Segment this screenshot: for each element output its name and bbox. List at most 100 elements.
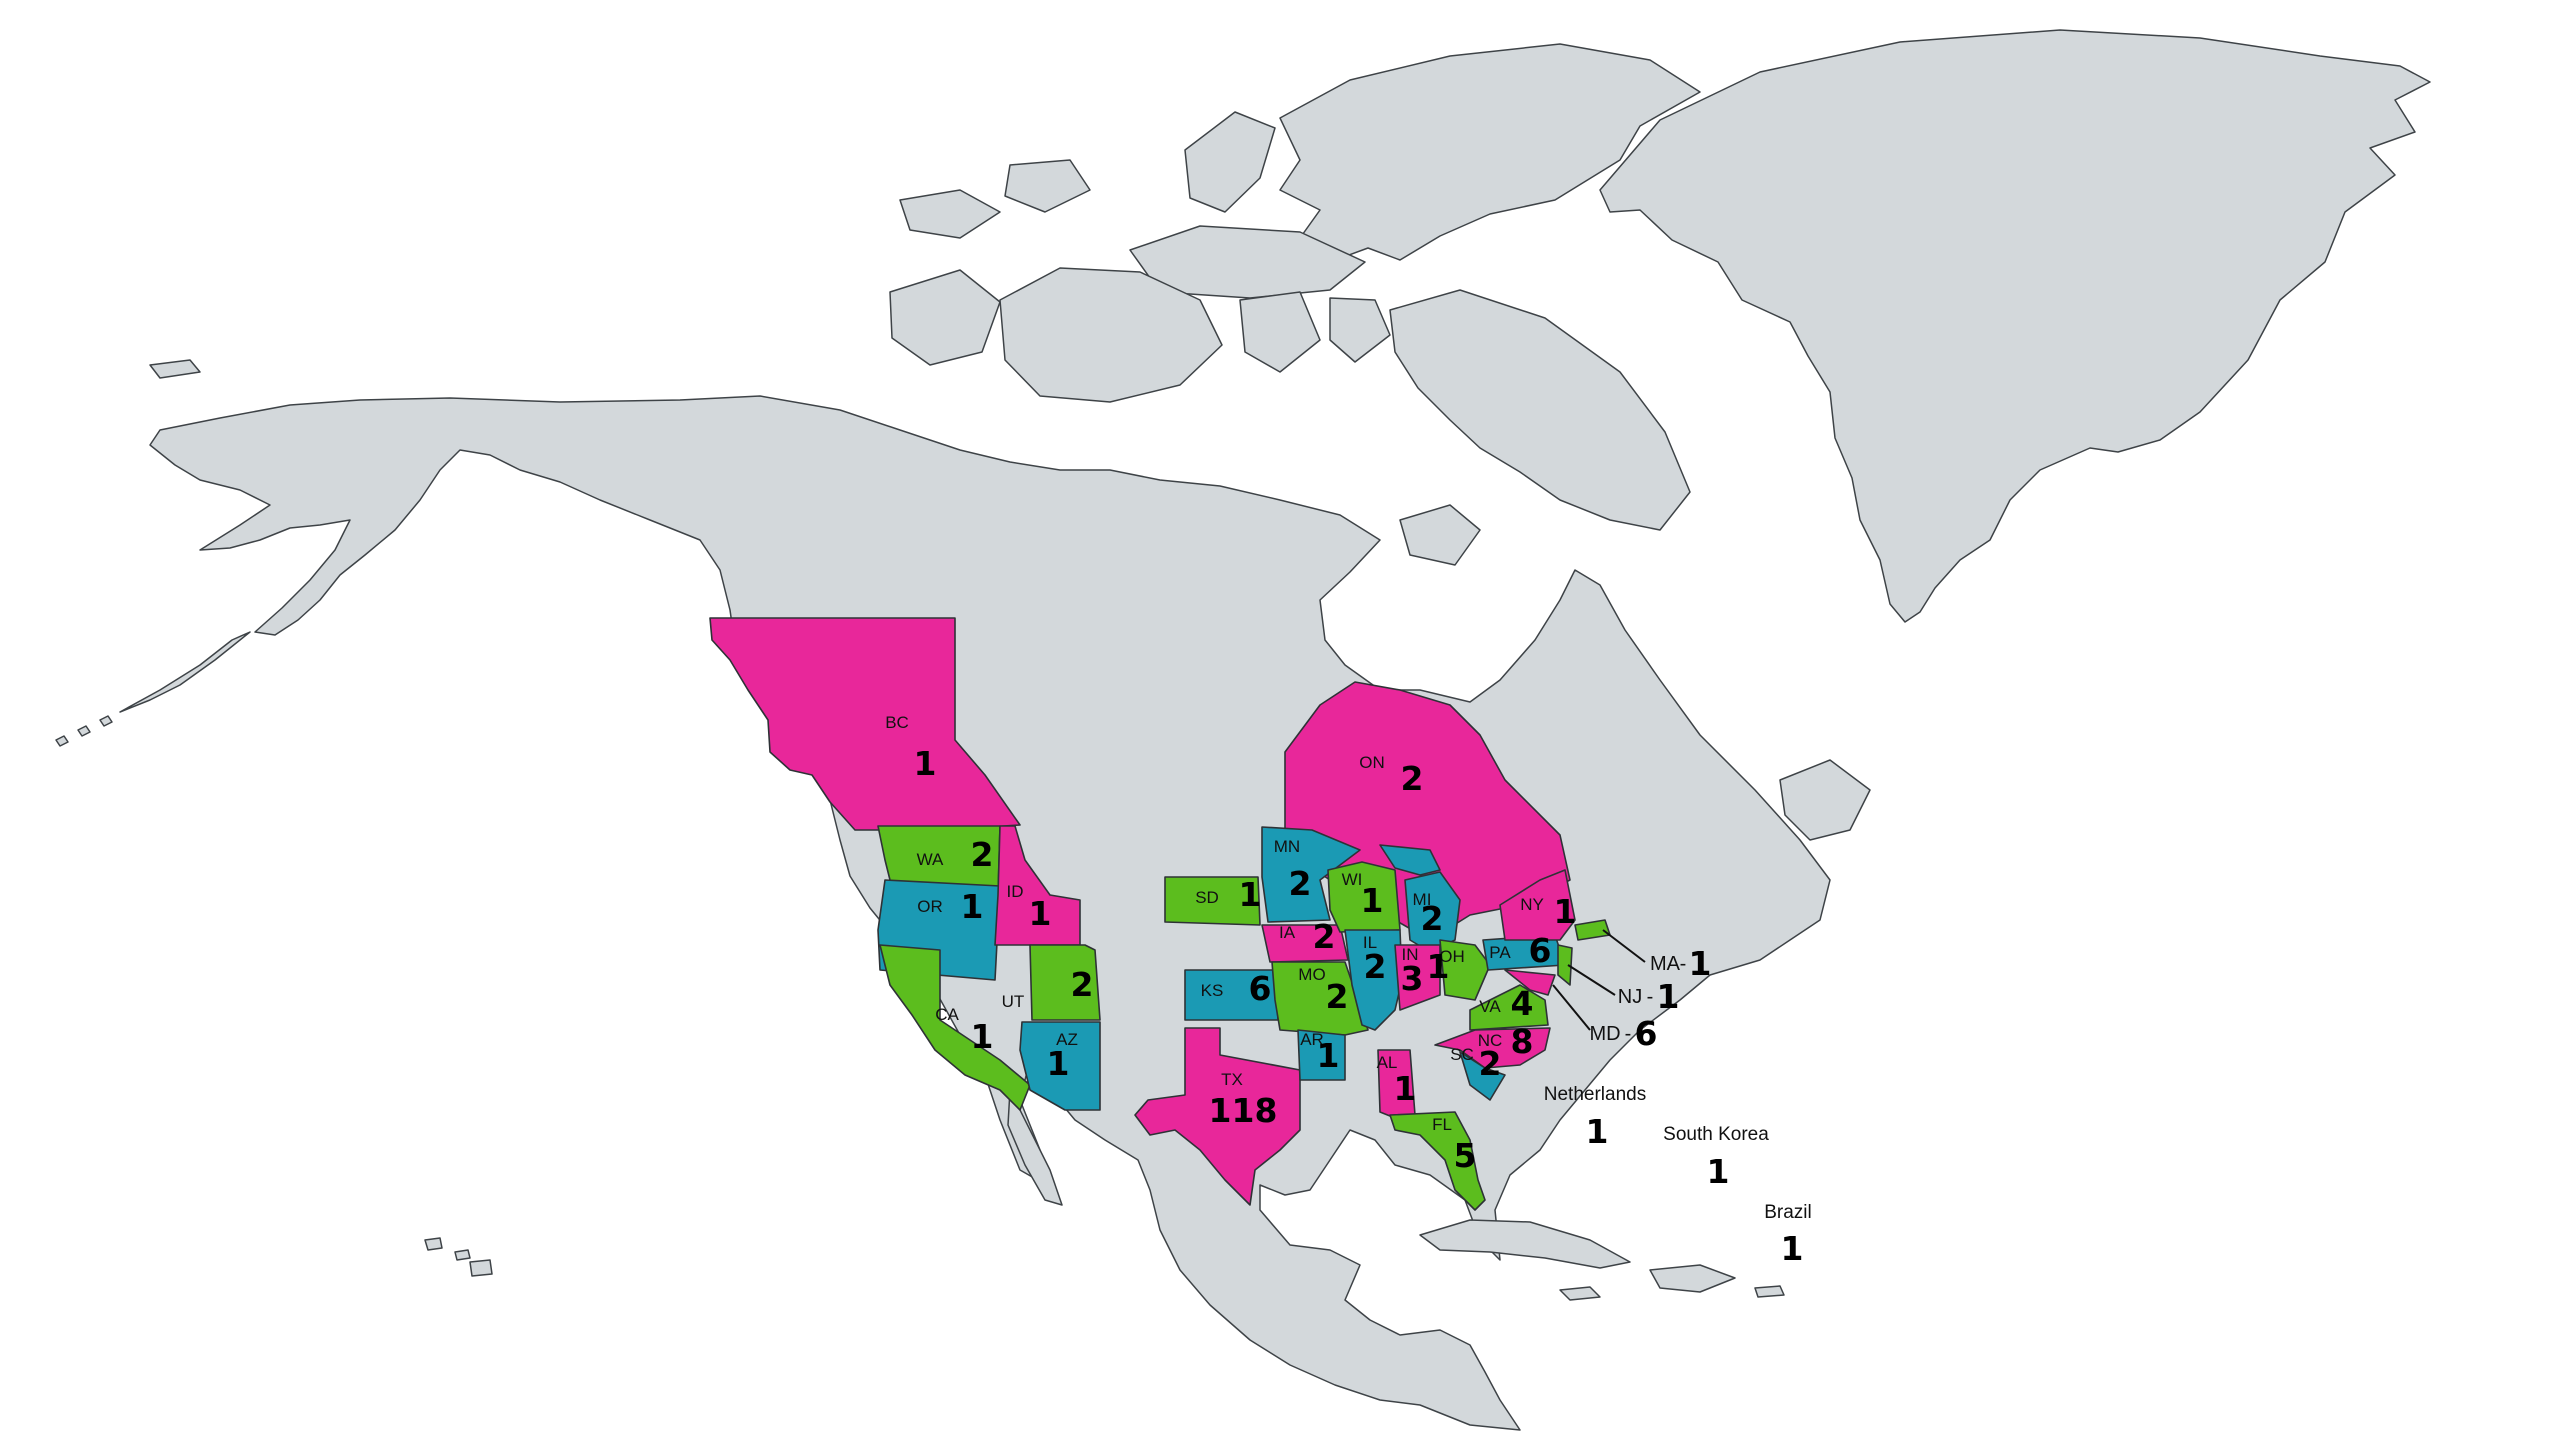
region-mi-shape[interactable] [1379,844,1461,953]
region-count: 2 [1313,917,1336,956]
region-count: 1 [961,887,984,926]
region-code: SC [1450,1045,1474,1064]
region-label-wi: WI1 [1342,870,1384,920]
region-count: 2 [971,835,994,874]
newfoundland [1779,759,1871,841]
region-code: PA [1489,943,1511,962]
region-count: 1 [1029,894,1052,933]
region-in-shape[interactable] [1394,944,1441,1011]
international-brazil: Brazil 1 [1764,1202,1812,1268]
country-name: Netherlands [1544,1084,1646,1105]
region-label-id: ID 1 [1007,882,1052,933]
puerto-rico [1754,1285,1785,1298]
region-count: 5 [1454,1136,1477,1175]
region-md-shape[interactable] [1504,969,1556,996]
region-label-or: OR 1 [917,887,983,926]
region-code: IN [1402,945,1419,964]
region-count: 1 [1394,1069,1417,1108]
region-fl-shape[interactable] [1389,1111,1486,1211]
region-ia-shape[interactable] [1261,924,1349,963]
region-count: 1 [914,744,937,783]
region-label-wa: WA 2 [917,835,994,874]
axel-heiberg-island [1184,111,1276,213]
region-code: TX [1221,1070,1243,1089]
region-tx-shape[interactable] [1134,1027,1301,1206]
base-land [55,29,2431,1431]
region-label-il: IL2 [1363,933,1387,986]
region-label-in: IN3 [1401,945,1424,998]
region-count: 118 [1209,1091,1278,1130]
region-label-on: ON 2 [1359,753,1423,798]
region-count: 2 [1421,899,1444,938]
region-ca-shape[interactable] [879,944,1031,1111]
region-label-al: AL1 [1377,1053,1417,1108]
region-label-ia: IA 2 [1279,917,1336,956]
region-ny-shape[interactable] [1499,869,1576,941]
region-count: 2 [1479,1044,1502,1083]
region-count: 1 [1554,892,1577,931]
region-code: WA [917,850,944,869]
region-label-sc: SC 2 [1450,1044,1501,1083]
callout-leader-line [1567,964,1616,996]
region-sc-shape[interactable] [1459,1051,1506,1101]
region-count: 8 [1511,1022,1534,1061]
region-code: IA [1279,923,1296,942]
region-code: KS [1201,981,1224,1000]
region-code: AR [1300,1030,1324,1049]
region-nc-shape[interactable] [1434,1027,1551,1069]
region-ut-shape[interactable] [1029,944,1101,1021]
st-lawrence-island [149,359,201,379]
region-nj-shape[interactable] [1557,944,1573,986]
region-code: CA [935,1005,959,1024]
hispaniola [1649,1264,1736,1293]
region-code: MN [1274,837,1300,856]
region-id-shape[interactable] [994,825,1081,946]
region-count: 1 [1427,947,1450,986]
region-bc-shape[interactable] [709,617,1021,831]
region-az-shape[interactable] [1019,1021,1101,1111]
somerset-island [1329,297,1391,363]
region-label-tx: TX 118 [1209,1070,1278,1130]
region-label-oh: OH1 [1427,947,1465,986]
region-label-ny: NY 1 [1520,892,1576,931]
parry-islands [899,159,1091,239]
callout-code: MD [1589,1023,1620,1045]
region-mo-shape[interactable] [1271,961,1369,1036]
region-code: BC [885,713,909,732]
region-count: 2 [1071,965,1094,1004]
region-il-shape[interactable] [1344,929,1403,1031]
region-label-sd: SD 1 [1195,875,1261,914]
country-name: South Korea [1663,1124,1769,1145]
region-label-pa: PA 6 [1489,931,1551,970]
callout-dash: - [1647,986,1654,1008]
region-label-mi: MI2 [1413,890,1444,938]
jamaica [1559,1286,1601,1301]
country-count: 1 [1707,1152,1730,1191]
region-mn-shape[interactable] [1261,826,1361,923]
region-label-ca: CA 1 [935,1005,993,1056]
region-code: WI [1342,870,1363,889]
region-count: 2 [1401,759,1424,798]
region-code: NY [1520,895,1544,914]
region-label-mn: MN 2 [1274,837,1312,903]
region-code: FL [1432,1115,1452,1134]
country-count: 1 [1586,1112,1609,1151]
region-code: VA [1479,997,1501,1016]
region-count: 1 [971,1017,994,1056]
region-label-fl: FL5 [1432,1115,1476,1175]
callout-ma: MA -1 [1602,929,1712,983]
callout-leader-line [1552,984,1591,1031]
region-ar-shape[interactable] [1297,1029,1346,1081]
callout-count: 1 [1689,944,1712,983]
region-count: 1 [1239,875,1262,914]
region-label-va: VA 4 [1479,984,1533,1023]
region-code: ID [1007,882,1024,901]
region-sd-shape[interactable] [1164,876,1261,926]
callout-dash: - [1680,953,1687,975]
region-code: AZ [1056,1030,1078,1049]
region-va-shape[interactable] [1469,984,1549,1031]
region-oh-shape[interactable] [1439,939,1491,1001]
ellesmere-island [1279,43,1701,263]
